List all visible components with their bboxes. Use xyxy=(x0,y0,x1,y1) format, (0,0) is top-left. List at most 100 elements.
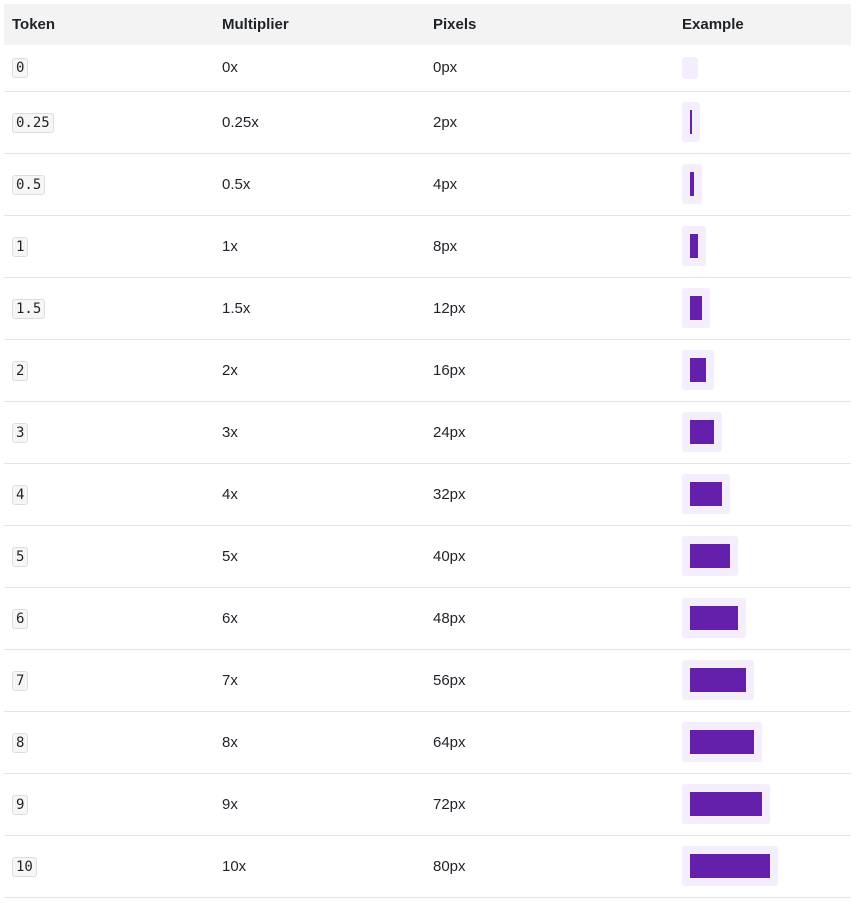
example-box xyxy=(682,474,730,514)
multiplier-cell: 6x xyxy=(214,587,425,650)
example-box xyxy=(682,536,738,576)
token-code: 0 xyxy=(12,58,29,79)
example-box xyxy=(682,598,746,638)
table-row: 6 6x 48px xyxy=(4,587,851,650)
pixels-cell: 24px xyxy=(425,401,674,464)
token-cell: 7 xyxy=(4,649,214,712)
example-cell xyxy=(674,525,851,588)
example-box xyxy=(682,56,698,79)
token-code: 1 xyxy=(12,236,29,257)
example-bar xyxy=(690,730,754,754)
token-code: 7 xyxy=(12,670,29,691)
table-row: 5 5x 40px xyxy=(4,525,851,588)
example-bar xyxy=(690,420,714,444)
multiplier-cell: 5x xyxy=(214,525,425,588)
table-row: 8 8x 64px xyxy=(4,711,851,774)
multiplier-cell: 0.25x xyxy=(214,91,425,154)
token-cell: 3 xyxy=(4,401,214,464)
example-bar xyxy=(690,482,722,506)
pixels-cell: 12px xyxy=(425,277,674,340)
token-cell: 9 xyxy=(4,773,214,836)
example-cell xyxy=(674,401,851,464)
table-row: 1 1x 8px xyxy=(4,215,851,278)
example-cell xyxy=(674,649,851,712)
example-box xyxy=(682,288,710,328)
pixels-cell: 32px xyxy=(425,463,674,526)
token-code: 0.5 xyxy=(12,174,46,195)
pixels-cell: 64px xyxy=(425,711,674,774)
pixels-cell: 16px xyxy=(425,339,674,402)
pixels-cell: 8px xyxy=(425,215,674,278)
token-cell: 5 xyxy=(4,525,214,588)
pixels-cell: 56px xyxy=(425,649,674,712)
table-row: 1.5 1.5x 12px xyxy=(4,277,851,340)
table-body: 0 0x 0px 0.25 0.25x 2px 0.5 0.5x 4px 1 1x 8px 1.5 1.5… xyxy=(4,45,851,898)
pixels-cell: 4px xyxy=(425,153,674,216)
token-cell: 8 xyxy=(4,711,214,774)
example-box xyxy=(682,102,700,142)
table-row: 0.25 0.25x 2px xyxy=(4,91,851,154)
token-cell: 0.5 xyxy=(4,153,214,216)
table-row: 2 2x 16px xyxy=(4,339,851,402)
token-cell: 10 xyxy=(4,835,214,898)
spacing-table: Token Multiplier Pixels Example 0 0x 0px 0.… xyxy=(4,4,851,898)
example-bar xyxy=(690,296,702,320)
multiplier-cell: 9x xyxy=(214,773,425,836)
token-code: 4 xyxy=(12,484,29,505)
example-cell xyxy=(674,835,851,898)
multiplier-cell: 8x xyxy=(214,711,425,774)
example-box xyxy=(682,846,778,886)
pixels-cell: 48px xyxy=(425,587,674,650)
table-row: 7 7x 56px xyxy=(4,649,851,712)
example-bar xyxy=(690,358,706,382)
table-row: 0 0x 0px xyxy=(4,45,851,92)
multiplier-cell: 0.5x xyxy=(214,153,425,216)
token-cell: 4 xyxy=(4,463,214,526)
table-row: 10 10x 80px xyxy=(4,835,851,898)
example-cell xyxy=(674,277,851,340)
example-bar xyxy=(690,792,762,816)
multiplier-cell: 1x xyxy=(214,215,425,278)
multiplier-cell: 0x xyxy=(214,45,425,92)
token-code: 0.25 xyxy=(12,112,54,133)
table-row: 0.5 0.5x 4px xyxy=(4,153,851,216)
example-cell xyxy=(674,45,851,92)
example-bar xyxy=(690,172,694,196)
header-cell: Example xyxy=(674,4,851,45)
example-cell xyxy=(674,587,851,650)
example-cell xyxy=(674,91,851,154)
multiplier-cell: 3x xyxy=(214,401,425,464)
multiplier-cell: 10x xyxy=(214,835,425,898)
token-code: 6 xyxy=(12,608,29,629)
multiplier-cell: 1.5x xyxy=(214,277,425,340)
example-cell xyxy=(674,215,851,278)
token-cell: 1 xyxy=(4,215,214,278)
token-code: 8 xyxy=(12,732,29,753)
header-cell: Token xyxy=(4,4,214,45)
table-row: 4 4x 32px xyxy=(4,463,851,526)
example-box xyxy=(682,784,770,824)
example-bar xyxy=(690,544,730,568)
pixels-cell: 40px xyxy=(425,525,674,588)
pixels-cell: 0px xyxy=(425,45,674,92)
example-cell xyxy=(674,339,851,402)
header-cell: Pixels xyxy=(425,4,674,45)
example-bar xyxy=(690,668,746,692)
example-box xyxy=(682,350,714,390)
token-cell: 2 xyxy=(4,339,214,402)
token-code: 5 xyxy=(12,546,29,567)
token-cell: 0 xyxy=(4,45,214,92)
token-cell: 1.5 xyxy=(4,277,214,340)
example-bar xyxy=(690,854,770,878)
example-cell xyxy=(674,463,851,526)
token-cell: 6 xyxy=(4,587,214,650)
example-box xyxy=(682,164,702,204)
token-code: 3 xyxy=(12,422,29,443)
example-bar xyxy=(690,110,692,134)
example-box xyxy=(682,722,762,762)
example-bar xyxy=(690,234,698,258)
example-bar xyxy=(690,606,738,630)
pixels-cell: 72px xyxy=(425,773,674,836)
pixels-cell: 80px xyxy=(425,835,674,898)
